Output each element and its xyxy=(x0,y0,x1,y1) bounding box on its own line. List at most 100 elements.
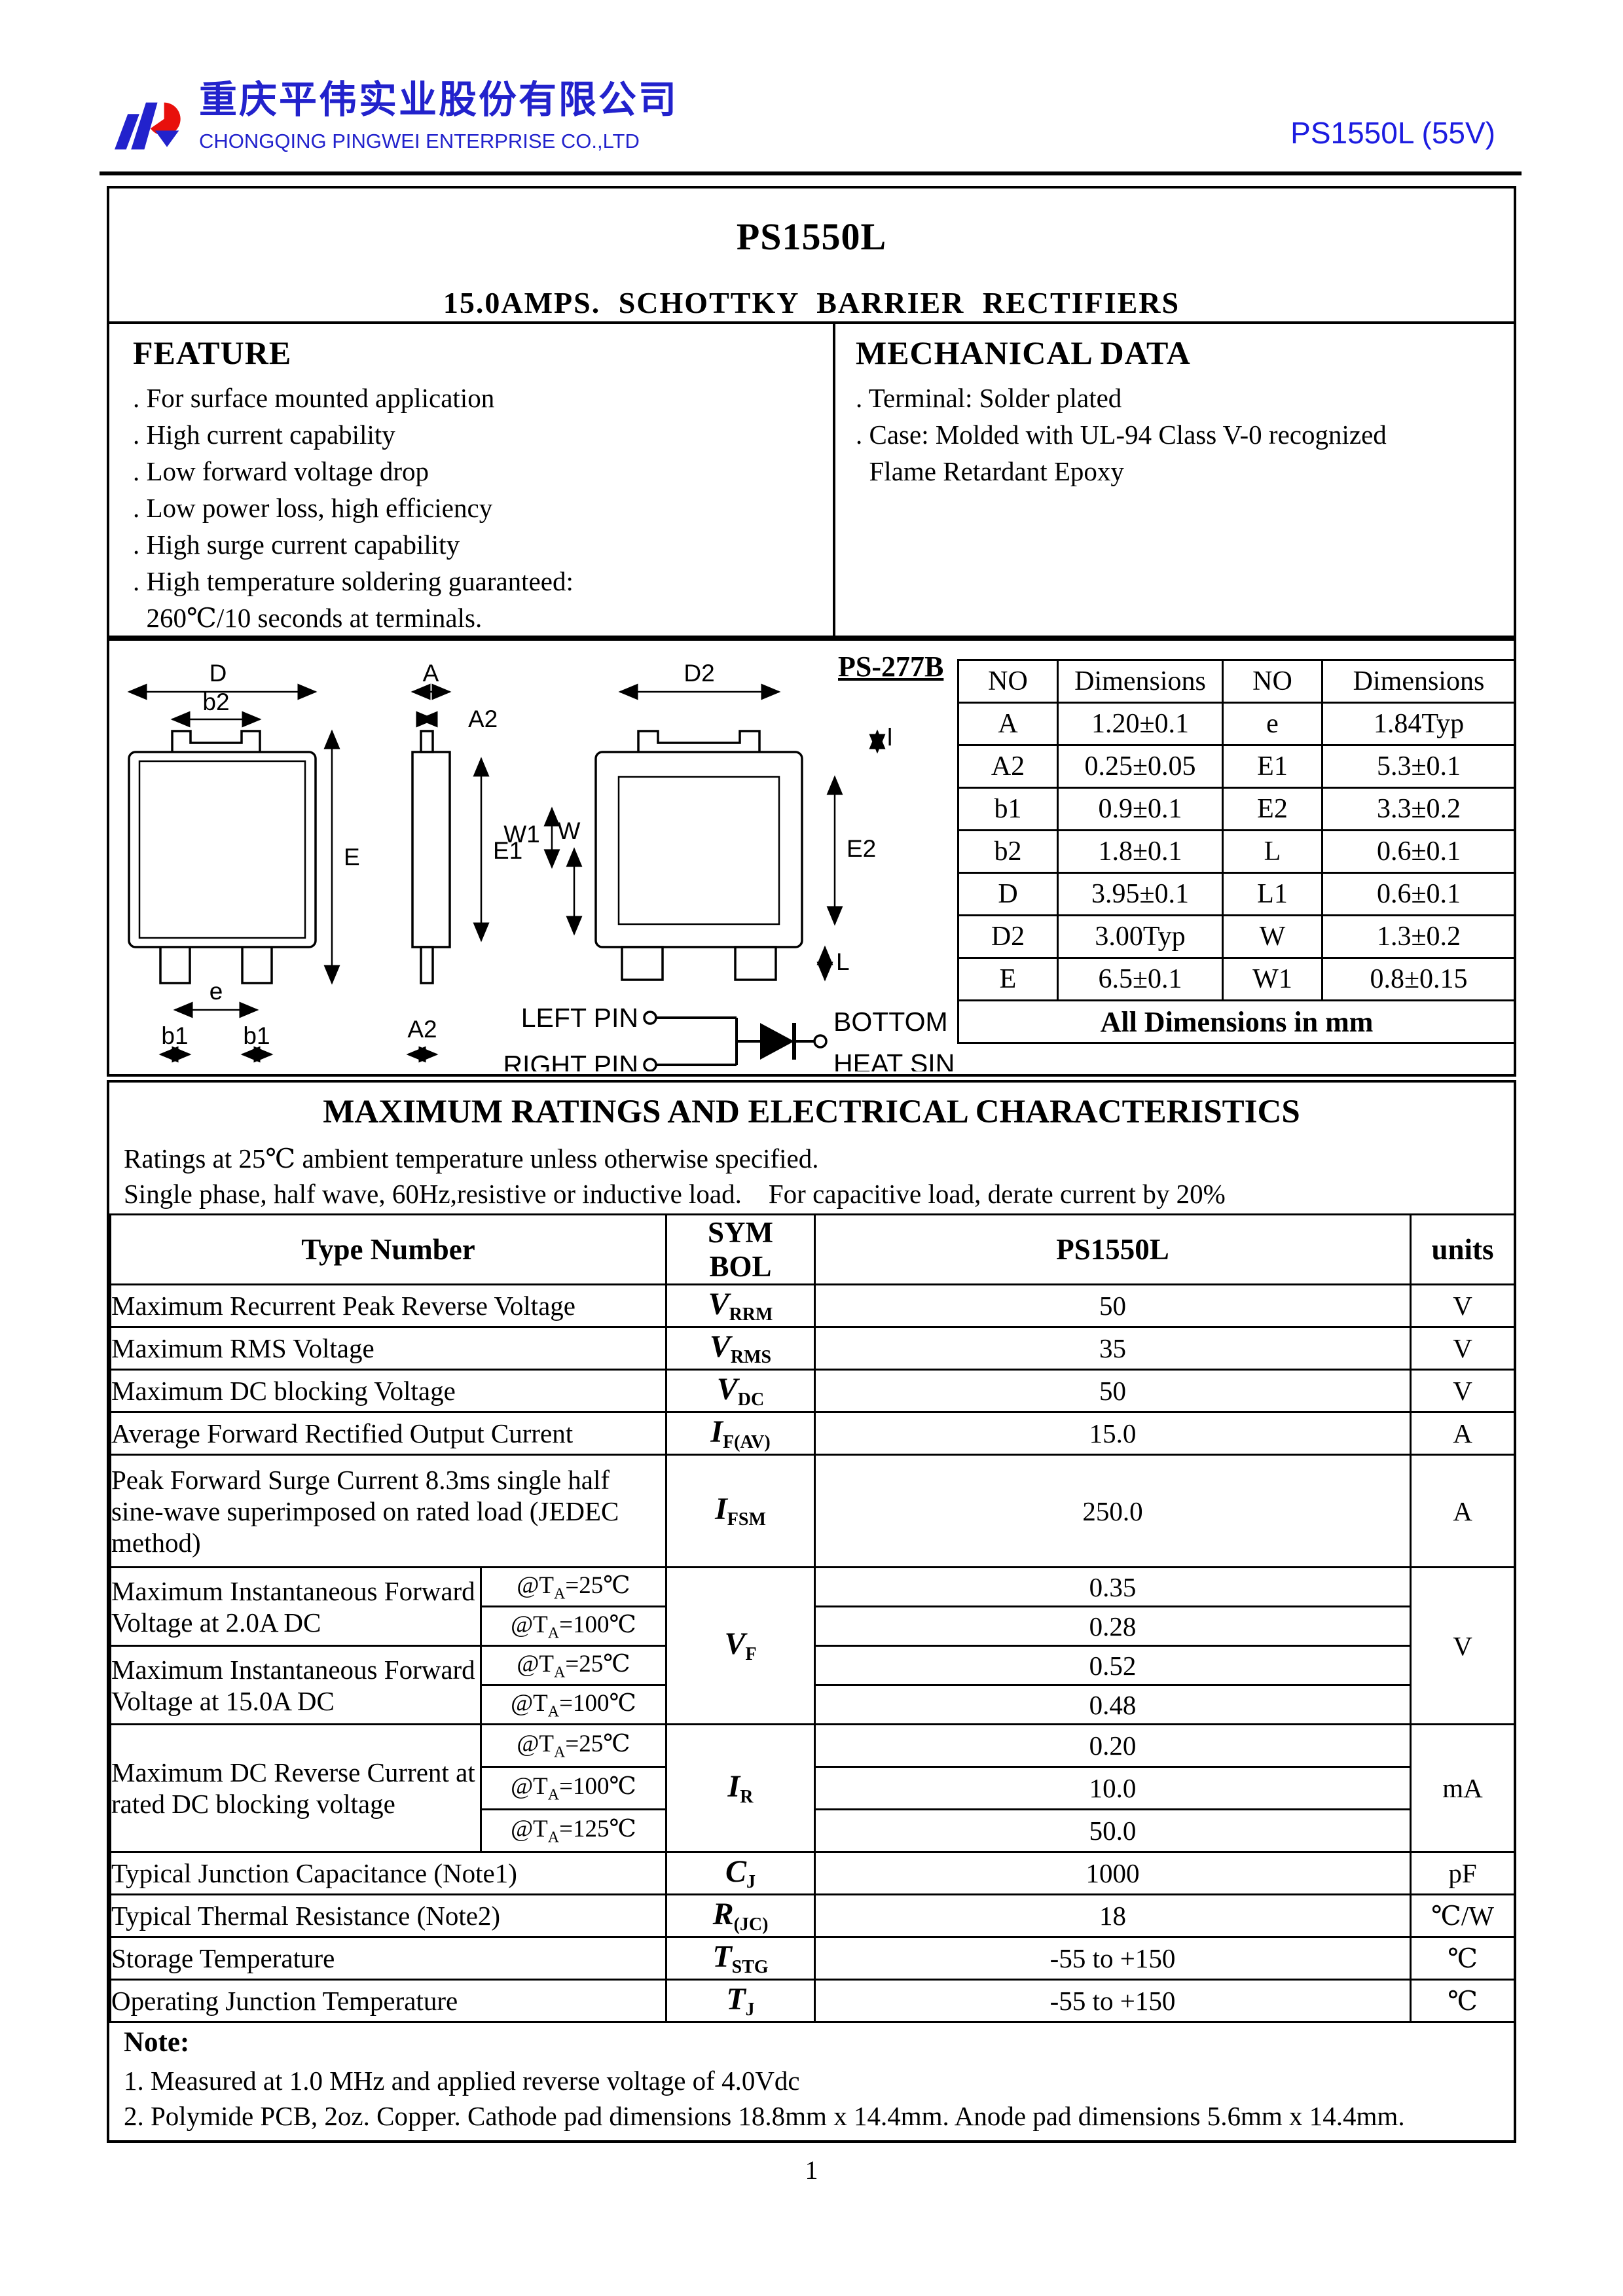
dim-no-cell: D2 xyxy=(957,914,1059,959)
dim-value-cell: 1.20±0.1 xyxy=(1057,702,1224,746)
dim-no-cell: A xyxy=(957,702,1059,746)
symbol-letter: C xyxy=(725,1854,747,1889)
symbol-subscript: J xyxy=(746,1872,756,1893)
dim-label-W1: W1 xyxy=(503,821,540,848)
param-cell: Operating Junction Temperature xyxy=(109,1979,668,2023)
note-item: 2. Polymide PCB, 2oz. Copper. Cathode pa… xyxy=(124,2101,1405,2131)
symbol-header-line1: SYM xyxy=(708,1216,774,1249)
condition-cell: @TA=125℃ xyxy=(479,1808,668,1853)
dim-no-cell: b1 xyxy=(957,787,1059,831)
dim-no-cell: W1 xyxy=(1222,957,1323,1001)
dim-label-E2: E2 xyxy=(847,835,876,862)
value-cell: 35 xyxy=(814,1326,1412,1371)
dim-value-cell: 3.95±0.1 xyxy=(1057,872,1224,916)
header-rule xyxy=(100,171,1522,175)
table-row: Maximum Instantaneous Forward Voltage at… xyxy=(109,1566,1516,1725)
symbol-subscript: STG xyxy=(731,1957,769,1978)
value-cell: 0.48 xyxy=(814,1684,1412,1725)
page-subtitle: 15.0AMPS. SCHOTTKY BARRIER RECTIFIERS xyxy=(443,286,1180,319)
symbol-subscript: J xyxy=(745,2000,755,2020)
symbol-letter: R xyxy=(712,1896,734,1931)
dims-footer-row: All Dimensions in mm xyxy=(957,999,1516,1044)
ratings-title: MAXIMUM RATINGS AND ELECTRICAL CHARACTER… xyxy=(323,1094,1300,1130)
feature-item: 260℃/10 seconds at terminals. xyxy=(133,603,483,633)
value-cell: 50 xyxy=(814,1369,1412,1413)
dim-no-cell: b2 xyxy=(957,829,1059,874)
value-cell: 50.0 xyxy=(814,1808,1412,1853)
dim-value-cell: 0.6±0.1 xyxy=(1321,872,1516,916)
dims-header-cell: Dimensions xyxy=(1321,659,1516,704)
feature-item: . Low forward voltage drop xyxy=(133,456,429,486)
table-row: Peak Forward Surge Current 8.3ms single … xyxy=(109,1454,1516,1568)
symbol-subscript: DC xyxy=(737,1390,765,1410)
dim-label-D2: D2 xyxy=(684,660,714,687)
part-reference: PS1550L (55V) xyxy=(1290,116,1495,150)
package-name: PS-277B xyxy=(838,651,944,683)
page-title: PS1550L xyxy=(736,215,887,258)
dim-value-cell: 0.9±0.1 xyxy=(1057,787,1224,831)
package-drawing-box: PS-277B D b2 E e xyxy=(107,638,1516,1077)
symbol-letter: I xyxy=(715,1492,727,1527)
side-view: A A2 E1 W1 A2 xyxy=(406,660,560,1063)
units-cell: ℃ xyxy=(1410,1979,1516,2023)
symbol-cell: IF(AV) xyxy=(665,1411,816,1456)
left-pin-label: LEFT PIN xyxy=(521,1003,638,1033)
dimensions-table: NO Dimensions NO Dimensions A 1.20±0.1 e… xyxy=(957,659,1516,1044)
polarity-schematic: LEFT PIN RIGHT PIN BOTTOM SIDE HEAT SINK xyxy=(503,1003,953,1071)
package-outline-drawing: D b2 E e b1 b1 A xyxy=(127,660,953,1071)
table-row: Operating Junction Temperature TJ -55 to… xyxy=(109,1979,1516,2023)
units-cell: ℃/W xyxy=(1410,1893,1516,1938)
symbol-letter: T xyxy=(726,1981,746,2017)
dim-value-cell: 1.3±0.2 xyxy=(1321,914,1516,959)
units-cell: A xyxy=(1410,1454,1516,1568)
value-cell: 250.0 xyxy=(814,1454,1412,1568)
value-cell: 50 xyxy=(814,1283,1412,1328)
ratings-condition-1: Ratings at 25℃ ambient temperature unles… xyxy=(124,1143,819,1174)
ratings-table: Type Number SYM BOL PS1550L units Maximu… xyxy=(109,1213,1516,2023)
dim-row: D2 3.00Typ W 1.3±0.2 xyxy=(957,914,1516,959)
dim-label-b1: b1 xyxy=(161,1022,188,1049)
dim-no-cell: W xyxy=(1222,914,1323,959)
symbol-cell: VRMS xyxy=(665,1326,816,1371)
value-cell: 0.52 xyxy=(814,1645,1412,1686)
units-header: units xyxy=(1410,1213,1516,1285)
feature-list: . For surface mounted application . High… xyxy=(133,380,814,636)
dim-label-A: A xyxy=(423,660,439,687)
feature-item: . High surge current capability xyxy=(133,529,460,560)
units-cell: V xyxy=(1410,1369,1516,1413)
symbol-cell: TJ xyxy=(665,1979,816,2023)
dims-header-cell: NO xyxy=(1222,659,1323,704)
feature-item: . High current capability xyxy=(133,420,395,450)
param-cell: Typical Junction Capacitance (Note1) xyxy=(109,1851,668,1895)
value-cell: 0.28 xyxy=(814,1605,1412,1647)
units-cell: mA xyxy=(1410,1723,1516,1853)
dim-no-cell: E2 xyxy=(1222,787,1323,831)
mechanical-heading: MECHANICAL DATA xyxy=(856,334,1191,371)
dim-row: D 3.95±0.1 L1 0.6±0.1 xyxy=(957,872,1516,916)
note-list: 1. Measured at 1.0 MHz and applied rever… xyxy=(124,2063,1405,2134)
symbol-letter: V xyxy=(709,1329,731,1364)
dim-label-D: D xyxy=(210,660,227,687)
feature-item: . For surface mounted application xyxy=(133,383,495,413)
logo-stroke-left xyxy=(115,114,139,150)
symbol-subscript: R xyxy=(740,1787,754,1808)
dim-value-cell: 1.84Typ xyxy=(1321,702,1516,746)
dim-row: A 1.20±0.1 e 1.84Typ xyxy=(957,702,1516,746)
value-cell: 0.35 xyxy=(814,1566,1412,1607)
heat-sink-label: HEAT SINK xyxy=(833,1049,953,1071)
table-row: Maximum DC Reverse Current at rated DC b… xyxy=(109,1723,1516,1853)
symbol-cell: VDC xyxy=(665,1369,816,1413)
param-cell: Typical Thermal Resistance (Note2) xyxy=(109,1893,668,1938)
symbol-letter: V xyxy=(716,1371,738,1407)
right-pin-label: RIGHT PIN xyxy=(503,1050,638,1071)
symbol-letter: I xyxy=(710,1414,723,1449)
param-cell: Storage Temperature xyxy=(109,1936,668,1981)
dim-row: A2 0.25±0.05 E1 5.3±0.1 xyxy=(957,744,1516,789)
dim-label-W: W xyxy=(558,817,581,844)
condition-cell: @TA=25℃ xyxy=(479,1723,668,1768)
logo-red-dot xyxy=(150,102,181,136)
units-cell: pF xyxy=(1410,1851,1516,1895)
symbol-cell: VF xyxy=(665,1566,816,1725)
dim-no-cell: E1 xyxy=(1222,744,1323,789)
